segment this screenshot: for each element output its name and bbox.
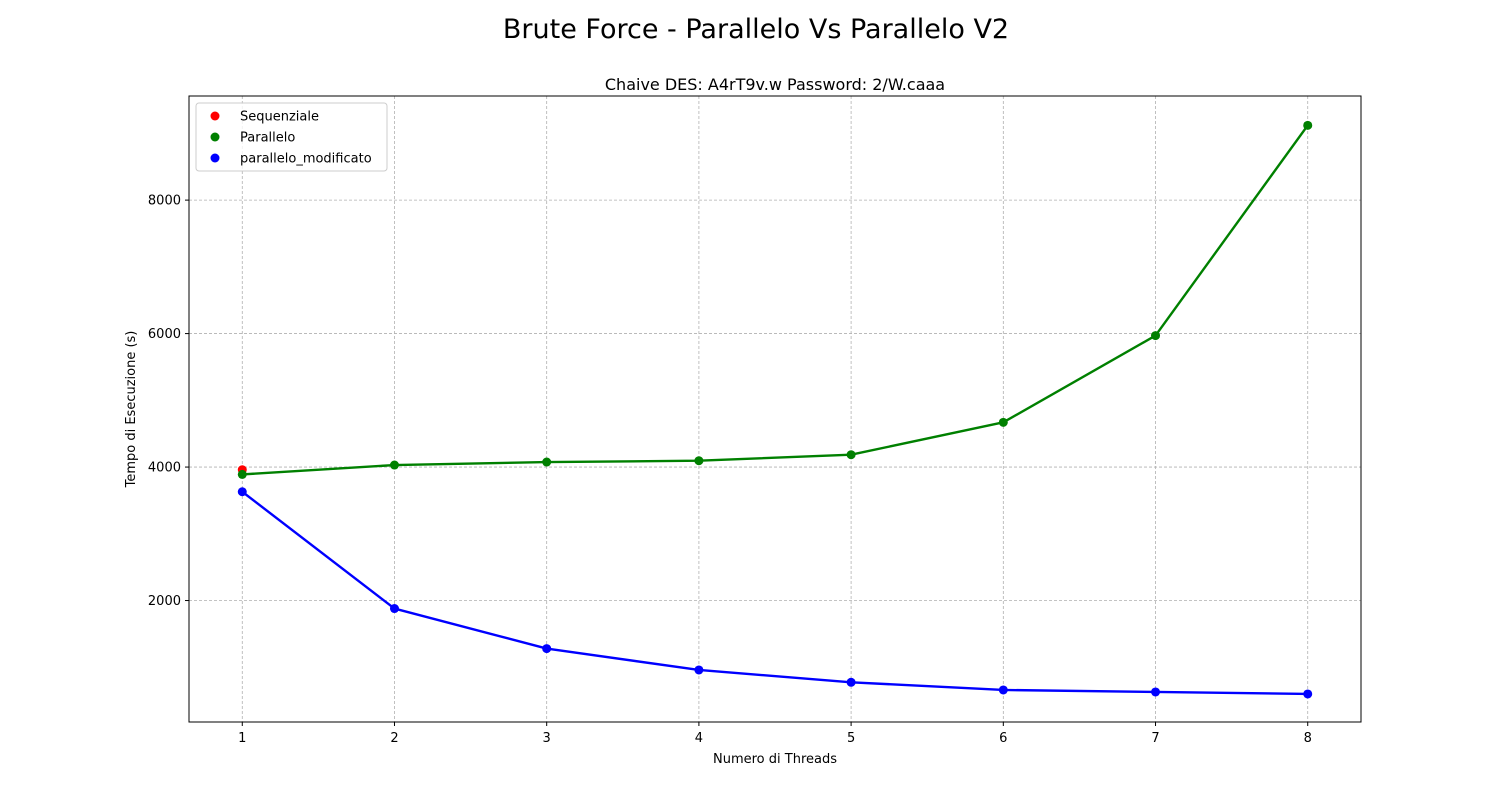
data-point-parallelo_modificato — [1151, 687, 1161, 697]
data-point-Parallelo — [998, 417, 1008, 427]
x-tick-label: 2 — [390, 731, 398, 746]
series-line-Parallelo — [242, 124, 1309, 476]
plot-area — [189, 96, 1361, 722]
data-point-parallelo_modificato — [389, 604, 399, 614]
legend-label-Sequenziale: Sequenziale — [240, 110, 319, 125]
legend-label-Parallelo: Parallelo — [240, 131, 295, 146]
series-layer — [237, 120, 1313, 699]
x-tick-label: 4 — [695, 731, 703, 746]
plot-frame — [188, 95, 1362, 723]
data-point-Parallelo — [389, 460, 399, 470]
legend: Sequenziale Parallelo parallelo_modificato — [195, 102, 388, 172]
chart-title: Chaive DES: A4rT9v.w Password: 2/W.caaa — [605, 75, 945, 94]
y-tick-label: 8000 — [148, 194, 181, 209]
y-tick-label: 2000 — [148, 594, 181, 609]
data-point-parallelo_modificato — [998, 685, 1008, 695]
data-point-parallelo_modificato — [237, 487, 247, 497]
legend-box — [195, 102, 388, 172]
data-point-Parallelo — [694, 456, 704, 466]
figure-suptitle: Brute Force - Parallelo Vs Parallelo V2 — [503, 14, 1009, 45]
x-tick-label: 1 — [238, 731, 246, 746]
x-tick-label: 3 — [543, 731, 551, 746]
legend-marker-parallelo_modificato — [210, 153, 220, 163]
data-point-Parallelo — [237, 469, 247, 479]
series-line-parallelo_modificato — [241, 490, 1308, 696]
x-tick-label: 6 — [999, 731, 1007, 746]
legend-label-parallelo_modificato: parallelo_modificato — [240, 152, 372, 167]
x-tick-label: 8 — [1304, 731, 1312, 746]
data-point-parallelo_modificato — [846, 677, 856, 687]
data-point-Parallelo — [1303, 120, 1313, 130]
ticks-layer: 1 2 3 4 5 6 7 8 2000 4000 6000 8000 — [148, 194, 1312, 746]
x-axis-label: Numero di Threads — [713, 752, 837, 767]
data-point-parallelo_modificato — [1303, 689, 1313, 699]
legend-marker-Parallelo — [210, 132, 220, 142]
data-point-parallelo_modificato — [694, 665, 704, 675]
x-tick-label: 5 — [847, 731, 855, 746]
data-point-Parallelo — [846, 450, 856, 460]
y-tick-label: 6000 — [148, 327, 181, 342]
data-point-Parallelo — [542, 457, 552, 467]
x-tick-label: 7 — [1151, 731, 1159, 746]
y-axis-label: Tempo di Esecuzione (s) — [124, 331, 139, 489]
legend-marker-Sequenziale — [210, 111, 220, 121]
data-point-parallelo_modificato — [542, 644, 552, 654]
data-point-Parallelo — [1151, 331, 1161, 341]
y-tick-label: 4000 — [148, 461, 181, 476]
